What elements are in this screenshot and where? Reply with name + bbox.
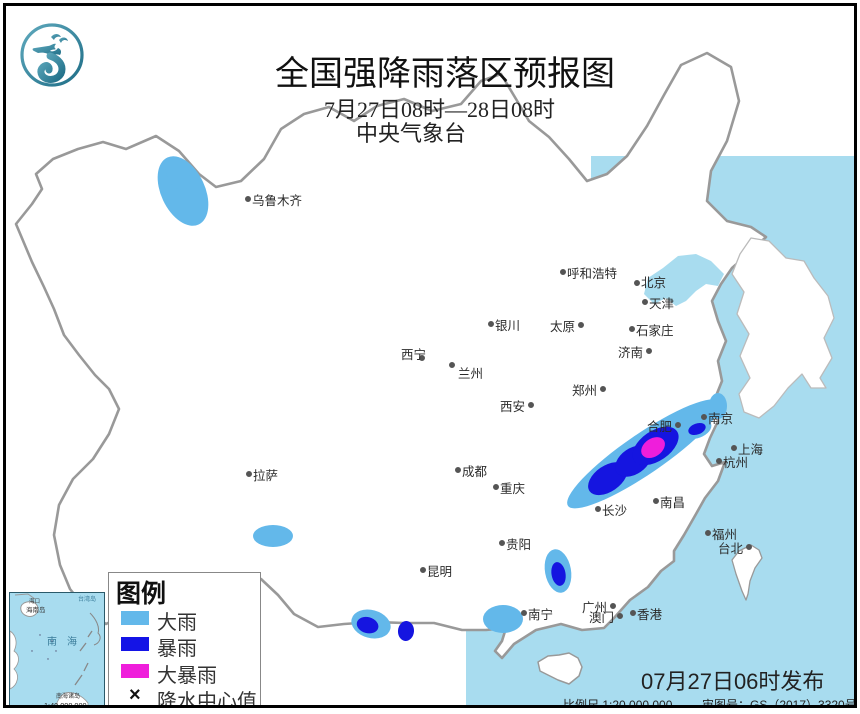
svg-text:台湾岛: 台湾岛 [78,595,96,603]
svg-text:海南岛: 海南岛 [26,605,46,614]
svg-text:1:40 000 000: 1:40 000 000 [44,701,87,708]
svg-text:海口: 海口 [29,597,40,605]
svg-text:南海诸岛: 南海诸岛 [56,692,80,700]
svg-text:南 海: 南 海 [47,635,77,648]
